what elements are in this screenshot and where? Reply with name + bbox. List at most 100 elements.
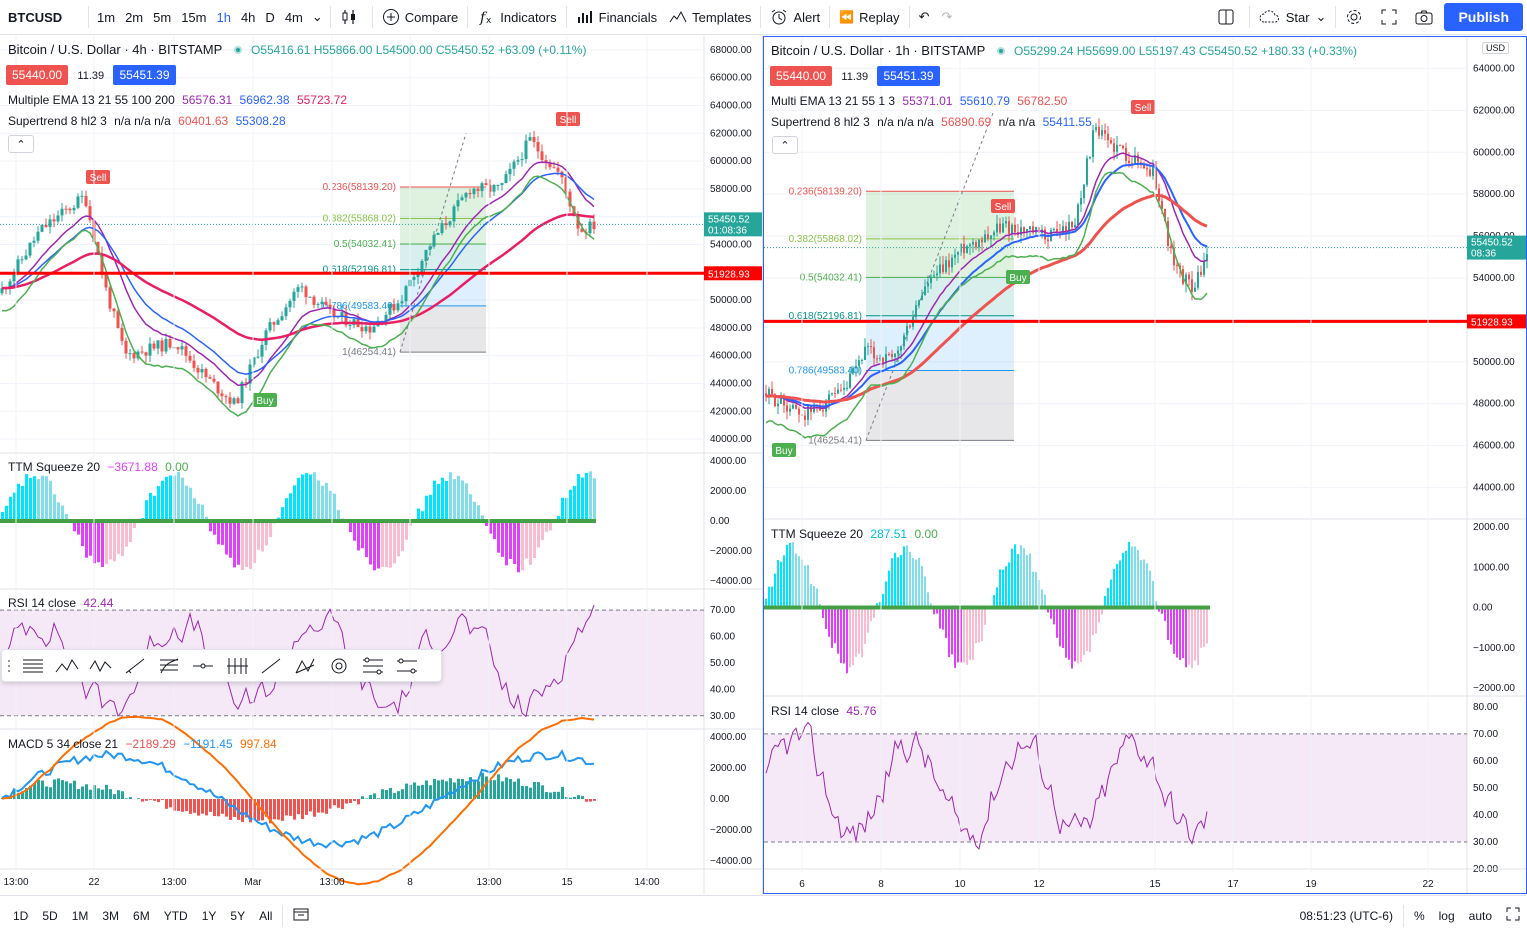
- ttm-bar: [1182, 607, 1184, 659]
- right-supertrend-legend[interactable]: Supertrend 8 hl2 3 n/a n/a n/a 56890.69 …: [771, 114, 1092, 130]
- right-legend: Bitcoin / U.S. Dollar · 1h · BITSTAMP O5…: [771, 43, 1357, 59]
- fib-channel-tool[interactable]: [356, 649, 390, 682]
- elliott-wave-tool[interactable]: [84, 649, 118, 682]
- right-chart-canvas[interactable]: 64000.0062000.0060000.0058000.0056000.00…: [764, 37, 1526, 893]
- ttm-bar: [960, 607, 962, 663]
- range-1y[interactable]: 1Y: [201, 908, 217, 923]
- range-5d[interactable]: 5D: [42, 908, 58, 923]
- replay-button[interactable]: ⏪ Replay: [833, 0, 905, 35]
- right-ttm-legend[interactable]: TTM Squeeze 20 287.51 0.00: [771, 526, 938, 542]
- alert-button[interactable]: Alert: [764, 0, 826, 35]
- undo-button[interactable]: ↶: [913, 0, 936, 35]
- range-1d[interactable]: 1D: [13, 908, 29, 923]
- settings-button[interactable]: [1339, 0, 1374, 35]
- interval-4m[interactable]: 4m: [284, 9, 303, 25]
- interval-1h[interactable]: 1h: [216, 9, 231, 25]
- abcd-pattern-tool[interactable]: [50, 649, 84, 682]
- right-chart-pane[interactable]: 64000.0062000.0060000.0058000.0056000.00…: [763, 36, 1527, 894]
- range-3m[interactable]: 3M: [102, 908, 120, 923]
- drawing-toolbar[interactable]: [1, 649, 442, 682]
- candle-body: [954, 254, 956, 258]
- supertrend-value-2: 55411.55: [1042, 115, 1092, 129]
- left-ttm-legend[interactable]: TTM Squeeze 20 −3671.88 0.00: [8, 459, 188, 475]
- interval-1m[interactable]: 1m: [97, 9, 116, 25]
- text-lines-tool[interactable]: [16, 649, 50, 682]
- candle-body: [512, 161, 516, 169]
- fib-tool[interactable]: [152, 649, 186, 682]
- spiral-tool[interactable]: [322, 649, 356, 682]
- interval-dropdown[interactable]: ⌄: [308, 0, 327, 35]
- templates-label: Templates: [692, 9, 752, 25]
- left-chart-canvas[interactable]: 68000.00 66000.00 64000.00 62000.00 60000.00…: [0, 36, 762, 894]
- ttm-bar: [768, 586, 770, 608]
- vertical-lines-tool[interactable]: [220, 649, 254, 682]
- time-tick-label: 10: [954, 879, 966, 890]
- range-ytd[interactable]: YTD: [163, 908, 188, 923]
- templates-button[interactable]: Templates: [663, 0, 757, 35]
- sell-price-button[interactable]: 55440.00: [770, 66, 833, 86]
- horizontal-line-tool[interactable]: [186, 649, 220, 682]
- symbol-search[interactable]: BTCUSD: [8, 9, 63, 25]
- legend-collapse-button[interactable]: ⌃: [772, 136, 798, 154]
- interval-d[interactable]: D: [265, 9, 275, 25]
- buy-price-button[interactable]: 55451.39: [877, 66, 940, 86]
- range-6m[interactable]: 6M: [133, 908, 150, 923]
- buy-price-button[interactable]: 55451.39: [113, 65, 176, 85]
- interval-15m[interactable]: 15m: [181, 9, 207, 25]
- candle-body: [897, 350, 899, 354]
- left-macd-legend[interactable]: MACD 5 34 close 21 −2189.29 −1191.45 997…: [8, 736, 277, 752]
- interval-4h[interactable]: 4h: [240, 9, 256, 25]
- left-symbol-title[interactable]: Bitcoin / U.S. Dollar · 4h · BITSTAMP: [8, 42, 223, 57]
- macd-histogram-bar: [41, 780, 44, 799]
- candle-body: [1143, 163, 1145, 169]
- goto-date-button[interactable]: [286, 907, 316, 924]
- pane-divider[interactable]: [762, 36, 763, 894]
- financials-button[interactable]: Financials: [570, 0, 664, 35]
- sell-price-button[interactable]: 55440.00: [6, 65, 69, 85]
- fullscreen-button[interactable]: [1374, 0, 1409, 35]
- left-chart-pane[interactable]: 68000.00 66000.00 64000.00 62000.00 60000.00…: [0, 36, 762, 894]
- left-rsi-legend[interactable]: RSI 14 close 42.44: [8, 595, 113, 611]
- candle-body: [400, 301, 404, 304]
- chart-type-button[interactable]: [334, 0, 369, 35]
- trend-line-tool[interactable]: [254, 649, 288, 682]
- candle-body: [344, 312, 348, 326]
- macd-histogram-bar: [37, 779, 40, 799]
- range-1m[interactable]: 1M: [71, 908, 89, 923]
- publish-button[interactable]: Publish: [1444, 3, 1523, 31]
- compare-button[interactable]: Compare: [376, 0, 464, 35]
- interval-2m[interactable]: 2m: [125, 9, 144, 25]
- redo-button[interactable]: ↷: [935, 0, 958, 35]
- star-button[interactable]: Star ⌄: [1253, 0, 1333, 35]
- fullscreen-corner-button[interactable]: [1499, 907, 1527, 924]
- right-ema-legend[interactable]: Multi EMA 13 21 55 1 3 55371.01 55610.79…: [771, 93, 1067, 109]
- auto-scale-toggle[interactable]: auto: [1468, 908, 1492, 923]
- currency-badge[interactable]: USD: [1482, 42, 1510, 54]
- layout-button[interactable]: [1211, 0, 1246, 35]
- right-symbol-title[interactable]: Bitcoin / U.S. Dollar · 1h · BITSTAMP: [771, 43, 986, 58]
- fib-level-label: 0.5(54032.41): [800, 272, 862, 283]
- left-ema-legend[interactable]: Multiple EMA 13 21 55 100 200 56576.31 5…: [8, 92, 347, 108]
- pitchfork-tool[interactable]: [288, 649, 322, 682]
- right-rsi-legend[interactable]: RSI 14 close 45.76: [771, 703, 876, 719]
- candle-body: [987, 234, 989, 239]
- log-scale-toggle[interactable]: log: [1438, 908, 1455, 923]
- macd-histogram-bar: [497, 774, 500, 799]
- macd-histogram-bar: [293, 799, 296, 820]
- supertrend-line: [765, 171, 1208, 439]
- range-tool[interactable]: [390, 649, 424, 682]
- range-5y[interactable]: 5Y: [230, 908, 246, 923]
- interval-5m[interactable]: 5m: [153, 9, 172, 25]
- drag-handle[interactable]: [2, 649, 16, 682]
- left-supertrend-legend[interactable]: Supertrend 8 hl2 3 n/a n/a n/a 60401.63 …: [8, 113, 286, 129]
- range-all[interactable]: All: [259, 908, 273, 923]
- clock-timezone[interactable]: 08:51:23 (UTC-6): [1299, 908, 1393, 923]
- snapshot-button[interactable]: [1409, 0, 1444, 35]
- ttm-bar: [843, 607, 845, 664]
- brush-tool[interactable]: [118, 649, 152, 682]
- legend-collapse-button[interactable]: ⌃: [8, 135, 34, 153]
- percent-scale-toggle[interactable]: %: [1413, 908, 1425, 923]
- redo-icon: ↷: [941, 9, 953, 24]
